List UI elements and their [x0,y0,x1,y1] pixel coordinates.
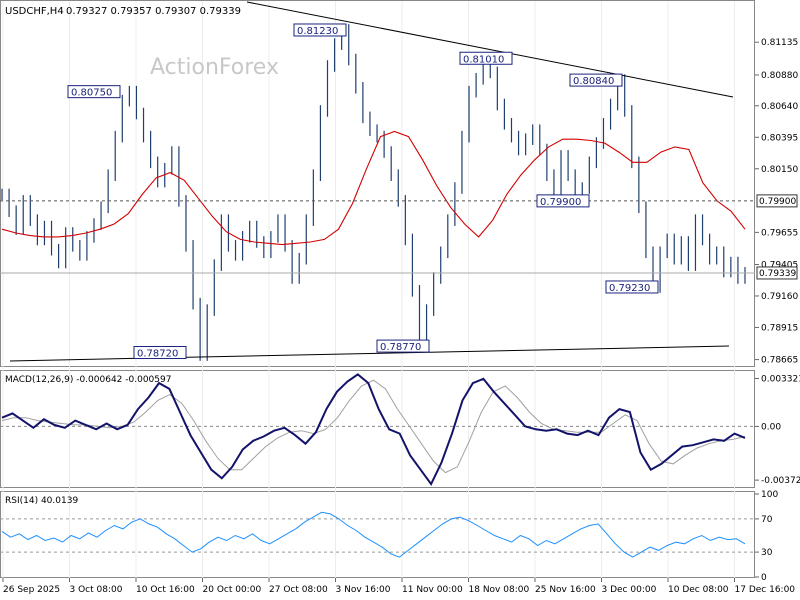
main-ytick-label-1: 0.80880 [761,71,798,81]
xtick-label-4: 27 Oct 08:00 [269,585,328,595]
annotation-box-6 [133,346,187,360]
macd-label: MACD(12,26,9) -0.000642 -0.000597 [5,375,171,385]
annotation-label-4: 0.79900 [540,197,581,208]
rsi-ytick-label-3: 0 [761,573,767,583]
level-tag-box [756,194,798,208]
annotation-label-3: 0.80840 [573,76,614,87]
macd-ytick-label-2: -0.003723 [761,476,800,486]
annotation-box-0 [67,85,121,99]
xtick-label-10: 10 Dec 08:00 [668,585,729,595]
main-y-axis: 0.81135 0.80880 0.80640 0.80395 0.80150 0.796… [755,38,798,366]
main-ytick-label-0: 0.81135 [761,38,798,48]
main-panel-frame [0,0,755,367]
price-annotations: 0.80750 0.81230 0.81010 0.80840 0.79900 0.792… [67,23,659,360]
macd-y-axis: 0.003321 0.00 -0.003723 [755,374,800,486]
xtick-label-9: 3 Dec 00:00 [602,585,657,595]
xtick-label-7: 18 Nov 08:00 [469,585,530,595]
main-ytick-label-3: 0.80395 [761,133,798,143]
annotation-box-4 [536,194,590,208]
rsi-panel-frame [0,491,755,578]
annotation-box-1 [293,23,347,37]
annotation-label-2: 0.81010 [463,54,504,65]
annotation-label-7: 0.78770 [380,342,421,353]
main-ytick-label-8: 0.78915 [761,323,798,333]
annotation-label-0: 0.80750 [71,88,112,99]
rsi-label: RSI(14) 40.0139 [5,496,78,506]
annotation-label-1: 0.81230 [297,26,338,37]
price-tag-box [756,266,798,280]
macd-ytick-label-1: 0.00 [761,422,781,432]
xtick-label-8: 25 Nov 16:00 [535,585,596,595]
rsi-y-axis: 100 70 30 0 [755,490,778,583]
main-ytick-label-6: 0.79405 [761,260,798,270]
candles [1,24,746,361]
annotation-box-3 [569,73,623,87]
rsi-ytick-label-2: 30 [761,548,773,558]
annotation-box-2 [459,51,513,65]
annotation-label-5: 0.79230 [609,283,650,294]
rsi-ytick-label-1: 70 [761,515,773,525]
rsi-line [1,511,746,558]
xtick-label-3: 20 Oct 00:00 [203,585,262,595]
xtick-label-2: 10 Oct 16:00 [136,585,195,595]
upper-trendline [246,1,734,98]
macd-line [1,373,746,487]
annotation-box-7 [376,339,430,353]
annotation-box-5 [605,280,659,294]
macd-ytick-label-0: 0.003321 [761,374,800,384]
main-ytick-label-2: 0.80640 [761,102,798,112]
moving-average-line [1,130,746,246]
xtick-label-5: 3 Nov 16:00 [336,585,391,595]
main-ytick-label-5: 0.79655 [761,228,798,238]
xtick-label-6: 11 Nov 00:00 [402,585,463,595]
xtick-label-0: 26 Sep 2025 [3,585,60,595]
header-ohlc: 0.79327 0.79357 0.79307 0.79339 [66,6,241,17]
xtick-label-11: 17 Dec 16:00 [735,585,796,595]
header-symbol: USDCHF,H4 [5,6,64,17]
current-price-tag: 0.79339 [756,266,798,280]
main-ytick-label-9: 0.78665 [761,356,798,366]
level-price-tag: 0.79900 [756,194,798,208]
main-ytick-label-4: 0.80150 [761,165,798,175]
rsi-ytick-label-0: 100 [761,490,778,500]
lower-trendline [9,345,730,362]
xtick-label-1: 3 Oct 08:00 [70,585,123,595]
macd-panel-frame [0,370,755,488]
main-ytick-label-7: 0.79160 [761,292,798,302]
annotation-label-6: 0.78720 [137,349,178,360]
time-axis: 26 Sep 2025 3 Oct 08:00 10 Oct 16:00 20 Oct… [2,578,796,595]
level-tag-text: 0.79900 [759,197,796,207]
watermark: ActionForex [150,55,279,80]
price-tag-text: 0.79339 [759,269,796,279]
